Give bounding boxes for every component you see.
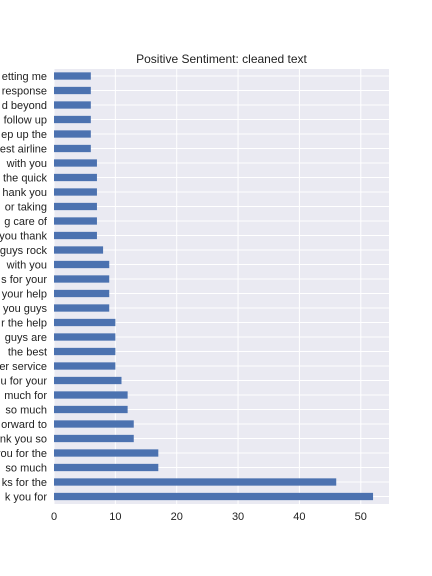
y-tick-label: you for the (0, 448, 47, 460)
bar (54, 188, 97, 196)
x-tick-label: 30 (232, 511, 244, 523)
y-tick-label: you guys (3, 303, 48, 315)
y-tick-label: follow up (4, 115, 47, 127)
bar (54, 405, 128, 414)
bar (54, 159, 97, 167)
bar (54, 260, 110, 269)
y-tick-label: ks for the (2, 477, 47, 489)
bar (54, 72, 91, 80)
bar (54, 391, 128, 399)
y-tick-label: response (2, 86, 47, 98)
y-tick-label: guys are (5, 332, 47, 344)
bar (54, 173, 97, 182)
bar (54, 318, 116, 327)
y-tick-label: the quick (3, 173, 48, 185)
bar (54, 202, 97, 211)
bar (54, 275, 110, 283)
bar (54, 333, 116, 341)
x-tick-label: 50 (355, 511, 367, 523)
y-tick-label: guys rock (0, 245, 47, 257)
bar (54, 478, 337, 486)
y-tick-label: ep up the (1, 129, 47, 141)
bar (54, 304, 110, 312)
y-tick-label: er service (0, 361, 47, 373)
bars (54, 72, 374, 501)
y-tick-label: you thank (0, 231, 47, 243)
y-tick-label: with you (6, 260, 47, 272)
y-tick-label: hank you (2, 187, 47, 199)
y-tick-label: so much (5, 463, 47, 475)
bar (54, 130, 91, 138)
y-tick-label: your help (2, 289, 47, 301)
y-tick-label: d beyond (2, 100, 47, 112)
bar (54, 347, 116, 356)
y-tick-label: r the help (1, 318, 47, 330)
y-tick-label: nk you so (0, 434, 47, 446)
x-tick-label: 20 (171, 511, 183, 523)
y-tick-labels: k you for ks for the so much you for the nk … (0, 71, 48, 504)
y-tick-label: etting me (2, 71, 47, 83)
x-tick-label: 0 (51, 511, 57, 523)
bar (54, 492, 374, 501)
bar (54, 246, 104, 254)
bar (54, 217, 97, 225)
y-tick-label: est airline (0, 144, 47, 156)
bar (54, 434, 134, 443)
chart-title: Positive Sentiment: cleaned text (136, 52, 307, 66)
x-tick-labels: 0 10 20 30 40 50 (51, 511, 367, 523)
bar (54, 115, 91, 124)
plot-background (54, 69, 389, 504)
bar (54, 144, 91, 153)
bar (54, 289, 110, 298)
y-tick-label: s for your (1, 274, 47, 286)
y-tick-label: k you for (5, 492, 48, 504)
bar (54, 420, 134, 428)
y-tick-label: much for (4, 390, 47, 402)
x-tick-label: 40 (293, 511, 305, 523)
y-tick-label: so much (5, 405, 47, 417)
bar (54, 376, 122, 385)
bar (54, 86, 91, 95)
bar (54, 449, 159, 457)
y-tick-label: u for your (1, 376, 48, 388)
x-tick-label: 10 (109, 511, 121, 523)
bar (54, 101, 91, 109)
y-tick-label: with you (6, 158, 47, 170)
y-tick-label: the best (8, 347, 47, 359)
bar (54, 362, 116, 370)
y-tick-label: or taking (5, 202, 47, 214)
bar (54, 231, 97, 240)
bar (54, 463, 159, 472)
y-tick-label: orward to (1, 419, 47, 431)
y-tick-label: g care of (4, 216, 48, 228)
